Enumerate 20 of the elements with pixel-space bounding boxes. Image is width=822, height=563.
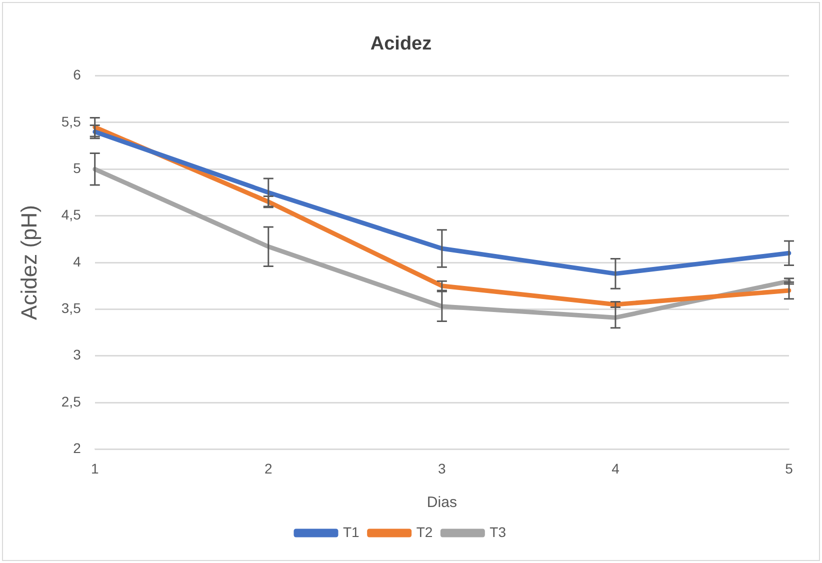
y-tick-label: 4,5 [61,206,82,223]
x-tick-label: 1 [90,460,99,476]
legend-label: T2 [416,524,433,540]
x-tick-label: 3 [438,460,446,476]
x-axis-title: Dias [426,494,457,512]
y-tick-label: 5,5 [61,113,82,130]
legend-label: T3 [490,524,506,540]
y-tick-label: 6 [73,66,82,83]
y-tick-label: 2 [73,440,82,456]
x-tick-label: 4 [612,460,620,476]
y-tick-label: 3,5 [61,300,82,316]
y-tick-label: 4 [73,253,82,270]
y-tick-label: 2,5 [61,393,82,410]
legend-label: T1 [342,524,360,540]
y-tick-label: 5 [73,160,82,176]
x-tick-label: 5 [785,460,794,476]
x-tick-label: 2 [264,460,272,476]
y-tick-label: 3 [73,346,82,363]
chart-title: Acidez [370,34,432,55]
y-axis-title: Acidez (pH) [16,205,42,320]
